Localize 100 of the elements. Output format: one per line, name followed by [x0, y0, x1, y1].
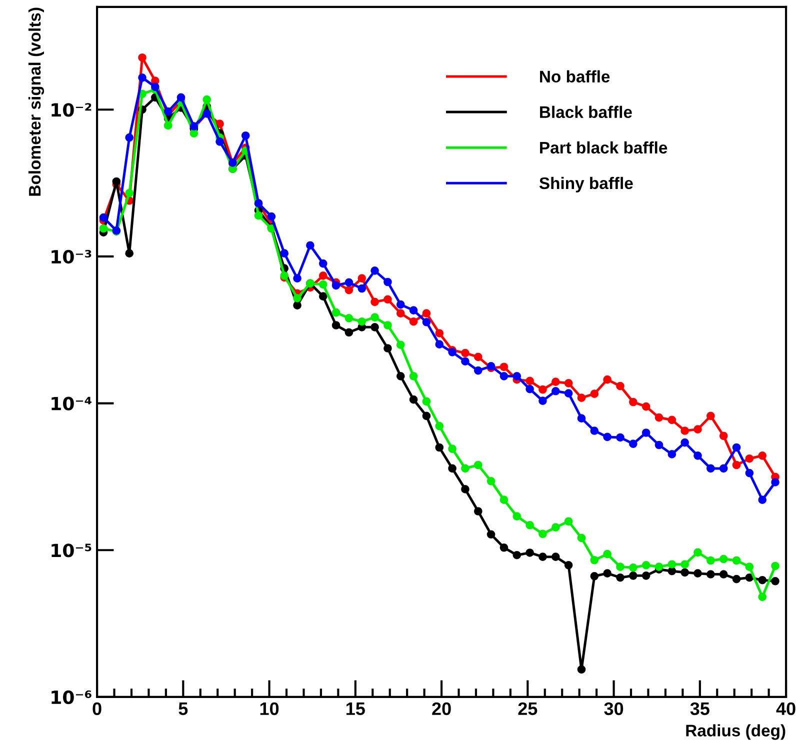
point: [628, 563, 638, 572]
point: [590, 572, 599, 580]
point: [474, 507, 482, 516]
point: [732, 460, 741, 470]
y-axis-title: Bolometer signal (volts): [28, 8, 44, 196]
point: [112, 177, 121, 186]
x-axis-title: Radius (deg): [686, 724, 786, 740]
point: [526, 384, 534, 394]
point: [577, 414, 586, 422]
point: [435, 329, 444, 338]
point: [616, 382, 624, 390]
point: [318, 259, 328, 268]
point: [526, 548, 534, 557]
point: [384, 295, 392, 304]
point: [642, 428, 650, 437]
point: [358, 274, 366, 282]
point: [435, 443, 444, 452]
x-tick-label: 35: [690, 702, 710, 716]
point: [202, 95, 212, 104]
point: [435, 340, 444, 349]
x-tick-label: 15: [346, 702, 365, 716]
point: [370, 322, 379, 332]
point: [370, 266, 379, 275]
point: [512, 372, 522, 380]
point: [461, 485, 470, 494]
point: [125, 133, 134, 142]
point: [551, 378, 560, 386]
point: [370, 298, 379, 306]
point: [190, 129, 198, 138]
point: [448, 444, 456, 453]
point: [435, 422, 444, 430]
point: [680, 438, 689, 447]
point: [396, 340, 405, 350]
point: [396, 309, 405, 318]
point: [758, 576, 767, 584]
point: [358, 317, 366, 326]
point: [590, 556, 599, 564]
point: [668, 560, 676, 569]
point: [176, 93, 186, 102]
point: [306, 241, 314, 250]
point: [384, 278, 392, 286]
point: [280, 249, 289, 258]
point: [409, 306, 418, 314]
point: [500, 372, 508, 380]
legend-label: Black baffle: [540, 106, 632, 118]
point: [461, 348, 470, 358]
point: [512, 550, 522, 560]
point: [732, 556, 741, 565]
point: [694, 451, 702, 460]
point: [241, 131, 250, 140]
point: [758, 592, 767, 602]
point: [771, 478, 780, 486]
point: [254, 211, 263, 220]
point: [732, 443, 741, 452]
point: [654, 440, 664, 450]
point: [564, 389, 573, 398]
point: [125, 249, 134, 258]
point: [344, 286, 354, 294]
point: [616, 433, 624, 442]
point: [706, 412, 715, 420]
point: [500, 496, 508, 504]
point: [267, 212, 276, 221]
point: [151, 82, 160, 91]
y-tick-label: 10⁻³: [52, 250, 92, 264]
point: [745, 573, 754, 582]
point: [551, 386, 560, 396]
point: [422, 412, 431, 420]
point: [422, 309, 431, 318]
point: [99, 224, 108, 233]
point: [719, 570, 728, 578]
legend-label: Part black baffle: [540, 141, 668, 154]
point: [642, 561, 650, 570]
point: [706, 464, 715, 473]
point: [332, 281, 340, 290]
point: [344, 278, 354, 287]
point: [332, 321, 340, 330]
point: [758, 496, 767, 504]
point: [461, 357, 470, 366]
point: [564, 517, 573, 526]
point: [564, 379, 573, 388]
x-tick-label: 25: [518, 702, 538, 716]
point: [642, 402, 650, 411]
point: [628, 398, 638, 406]
point: [616, 562, 624, 571]
x-tick-label: 30: [604, 702, 624, 716]
point: [344, 314, 354, 322]
point: [719, 432, 728, 440]
point: [551, 523, 560, 532]
point: [628, 440, 638, 448]
point: [603, 375, 612, 384]
y-tick-label: 10⁻⁶: [52, 690, 92, 704]
point: [384, 344, 392, 352]
y-tick-label: 10⁻²: [52, 103, 92, 117]
point: [216, 120, 224, 128]
legend-label: No baffle: [540, 70, 610, 83]
point: [332, 308, 340, 317]
point: [318, 271, 328, 280]
point: [474, 460, 482, 470]
x-tick-label: 5: [178, 702, 188, 716]
point: [680, 426, 689, 435]
